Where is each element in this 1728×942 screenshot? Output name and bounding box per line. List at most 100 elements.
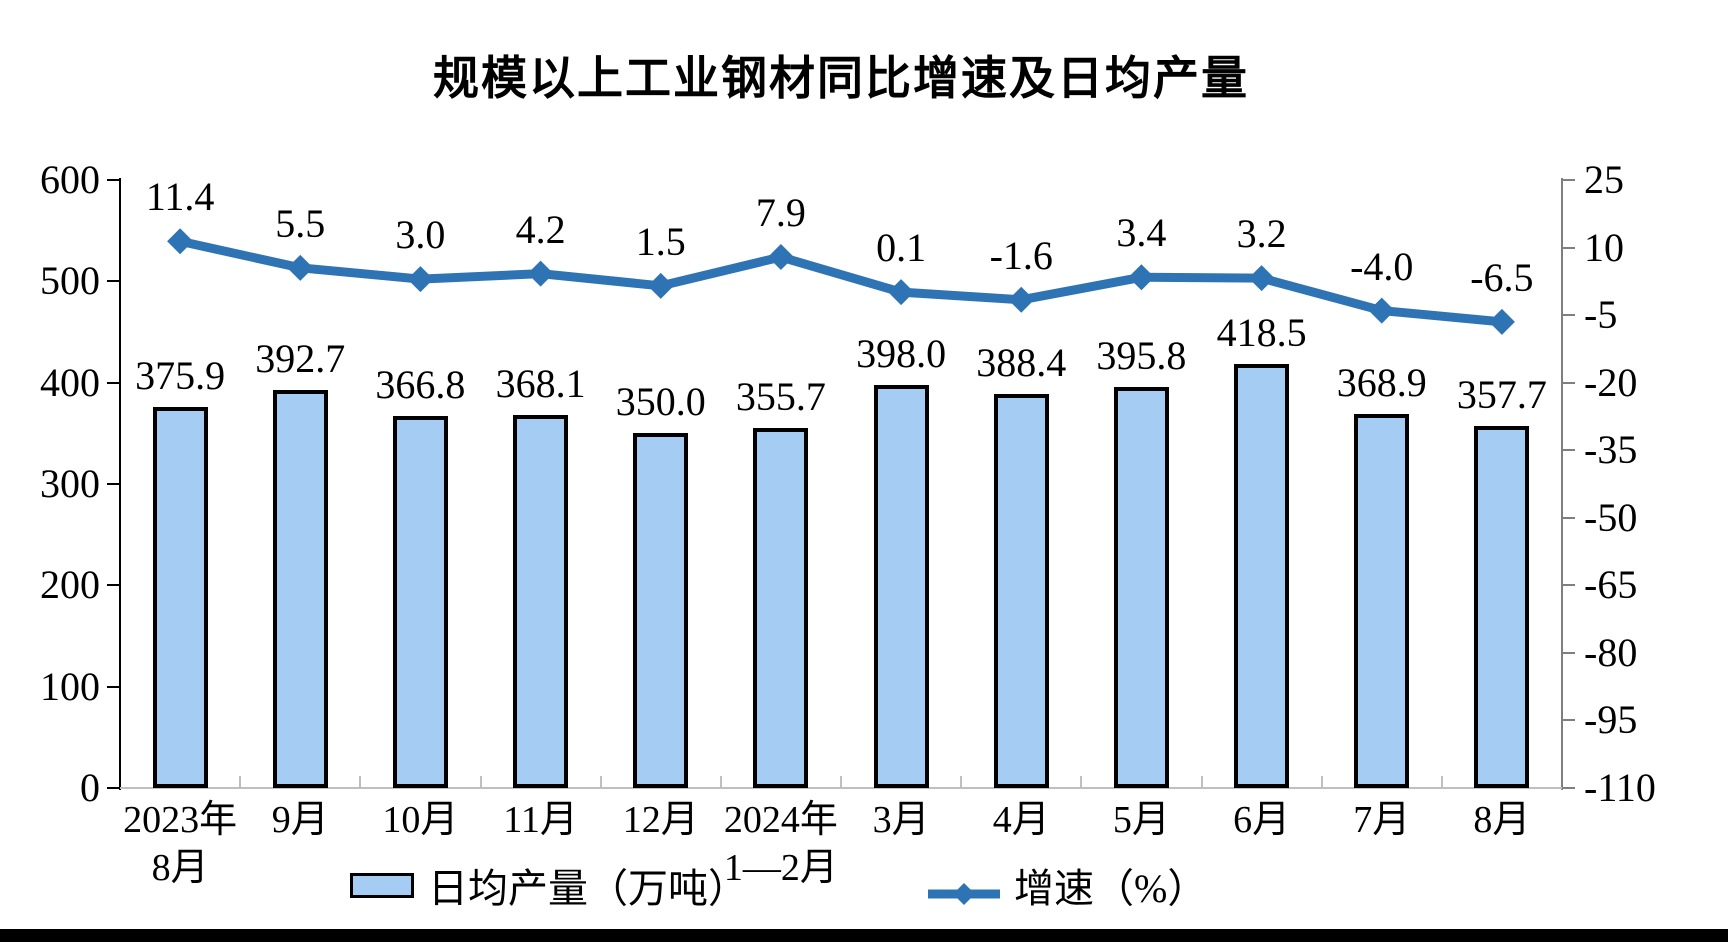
bar	[1474, 425, 1530, 788]
bar	[753, 427, 809, 788]
right-axis-tick	[1562, 314, 1575, 317]
right-axis-tick	[1562, 381, 1575, 384]
chart-title: 规模以上工业钢材同比增速及日均产量	[433, 53, 1249, 104]
diamond-marker-icon	[1488, 308, 1515, 335]
diamond-marker-icon	[527, 260, 554, 287]
bar-value-label: 418.5	[1216, 309, 1307, 355]
bar-value-label: 398.0	[856, 330, 947, 376]
left-axis-tick-label: 0	[80, 765, 100, 810]
bar-value-label: 366.8	[375, 362, 466, 408]
bar	[152, 407, 208, 788]
x-axis-tick	[599, 776, 602, 788]
left-axis-line	[119, 178, 121, 790]
right-axis-tick-label: -80	[1584, 629, 1638, 675]
line-value-label: 5.5	[275, 200, 326, 246]
x-axis-tick	[1200, 776, 1203, 788]
diamond-marker-icon	[167, 228, 194, 255]
legend-item-line: 增速（%）	[928, 856, 1207, 914]
bar	[392, 416, 448, 788]
bar-value-label: 368.1	[495, 360, 586, 406]
diamond-marker-icon	[1248, 265, 1275, 292]
x-axis-tick	[1320, 776, 1323, 788]
x-axis-category-label: 4月	[992, 799, 1050, 841]
left-axis-tick	[107, 685, 120, 688]
line-legend-swatch	[928, 871, 1000, 905]
diamond-marker-icon	[888, 279, 915, 306]
x-axis-tick	[359, 776, 362, 788]
legend-item-bar: 日均产量（万吨）	[350, 856, 748, 914]
right-axis-tick	[1562, 584, 1575, 587]
bar	[1113, 386, 1169, 788]
x-axis-tick	[239, 776, 242, 788]
bottom-axis-line	[120, 787, 1563, 789]
line-value-label: -6.5	[1470, 254, 1534, 300]
left-axis-tick-label: 300	[40, 461, 100, 506]
diamond-marker-icon	[1368, 297, 1395, 324]
diamond-marker-icon	[767, 244, 794, 271]
line-value-label: 1.5	[635, 218, 686, 264]
bar	[272, 390, 328, 788]
line-value-label: 0.1	[876, 225, 927, 271]
right-axis-tick-label: -95	[1584, 697, 1638, 743]
bar-value-label: 368.9	[1336, 360, 1427, 406]
right-axis-tick	[1562, 787, 1575, 789]
diamond-marker-icon	[647, 272, 674, 299]
bar-value-label: 357.7	[1456, 371, 1547, 417]
bar	[513, 414, 569, 788]
right-axis-tick-label: -65	[1584, 562, 1638, 608]
diamond-marker-icon	[287, 254, 314, 281]
bar-value-label: 395.8	[1096, 332, 1187, 378]
left-axis-tick	[107, 381, 120, 384]
right-axis-line	[1561, 178, 1563, 790]
x-axis-category-label: 11月	[503, 799, 578, 841]
x-axis-tick	[960, 776, 963, 788]
right-axis-tick-label: -35	[1584, 427, 1638, 473]
x-axis-category-label: 3月	[872, 799, 930, 841]
line-value-label: 3.0	[395, 212, 446, 258]
bar	[873, 384, 929, 788]
left-axis-tick-label: 200	[40, 562, 100, 608]
right-axis-tick-label: -20	[1584, 359, 1638, 405]
x-axis-category-label: 2023年 8月	[123, 799, 238, 889]
x-axis-category-label: 8月	[1473, 799, 1531, 841]
x-axis-tick	[479, 776, 482, 788]
x-axis-category-label: 9月	[271, 799, 329, 841]
bar	[633, 433, 689, 788]
line-value-label: 4.2	[515, 206, 566, 252]
bar-value-label: 388.4	[976, 340, 1067, 386]
right-axis-tick-label: -50	[1584, 494, 1638, 540]
left-axis-tick	[107, 280, 120, 283]
left-axis-tick-label: 100	[40, 663, 100, 709]
right-axis-tick-label: -5	[1584, 292, 1618, 338]
bar-legend-swatch	[350, 872, 414, 898]
left-axis-tick	[107, 483, 120, 485]
x-axis-tick	[719, 776, 722, 788]
bottom-divider-rule	[0, 929, 1728, 942]
diamond-marker-icon	[407, 266, 434, 293]
right-axis-tick	[1562, 516, 1575, 519]
bar-value-label: 350.0	[615, 379, 706, 425]
line-legend-label: 增速（%）	[1014, 866, 1208, 911]
x-axis-tick	[1440, 776, 1443, 788]
x-axis-category-label: 12月	[622, 799, 699, 841]
line-value-label: -1.6	[989, 232, 1053, 278]
left-axis-tick	[107, 584, 120, 587]
x-axis-category-label: 10月	[382, 799, 459, 841]
bar-value-label: 375.9	[135, 353, 226, 399]
bar-value-label: 355.7	[735, 373, 826, 419]
bar	[993, 394, 1049, 788]
line-value-label: 3.4	[1116, 210, 1167, 256]
right-axis-tick	[1562, 651, 1575, 654]
right-axis-tick	[1562, 719, 1575, 722]
right-axis-tick	[1562, 179, 1575, 181]
growth-line	[179, 236, 1503, 327]
right-axis-tick-label: -110	[1584, 765, 1656, 810]
line-diamond-icon	[928, 883, 1000, 905]
right-axis-tick	[1562, 246, 1575, 249]
left-axis-tick-label: 600	[40, 157, 100, 202]
line-value-label: -4.0	[1350, 243, 1414, 289]
line-series	[167, 228, 1515, 335]
line-value-label: 7.9	[755, 190, 806, 235]
bar	[1234, 363, 1290, 788]
